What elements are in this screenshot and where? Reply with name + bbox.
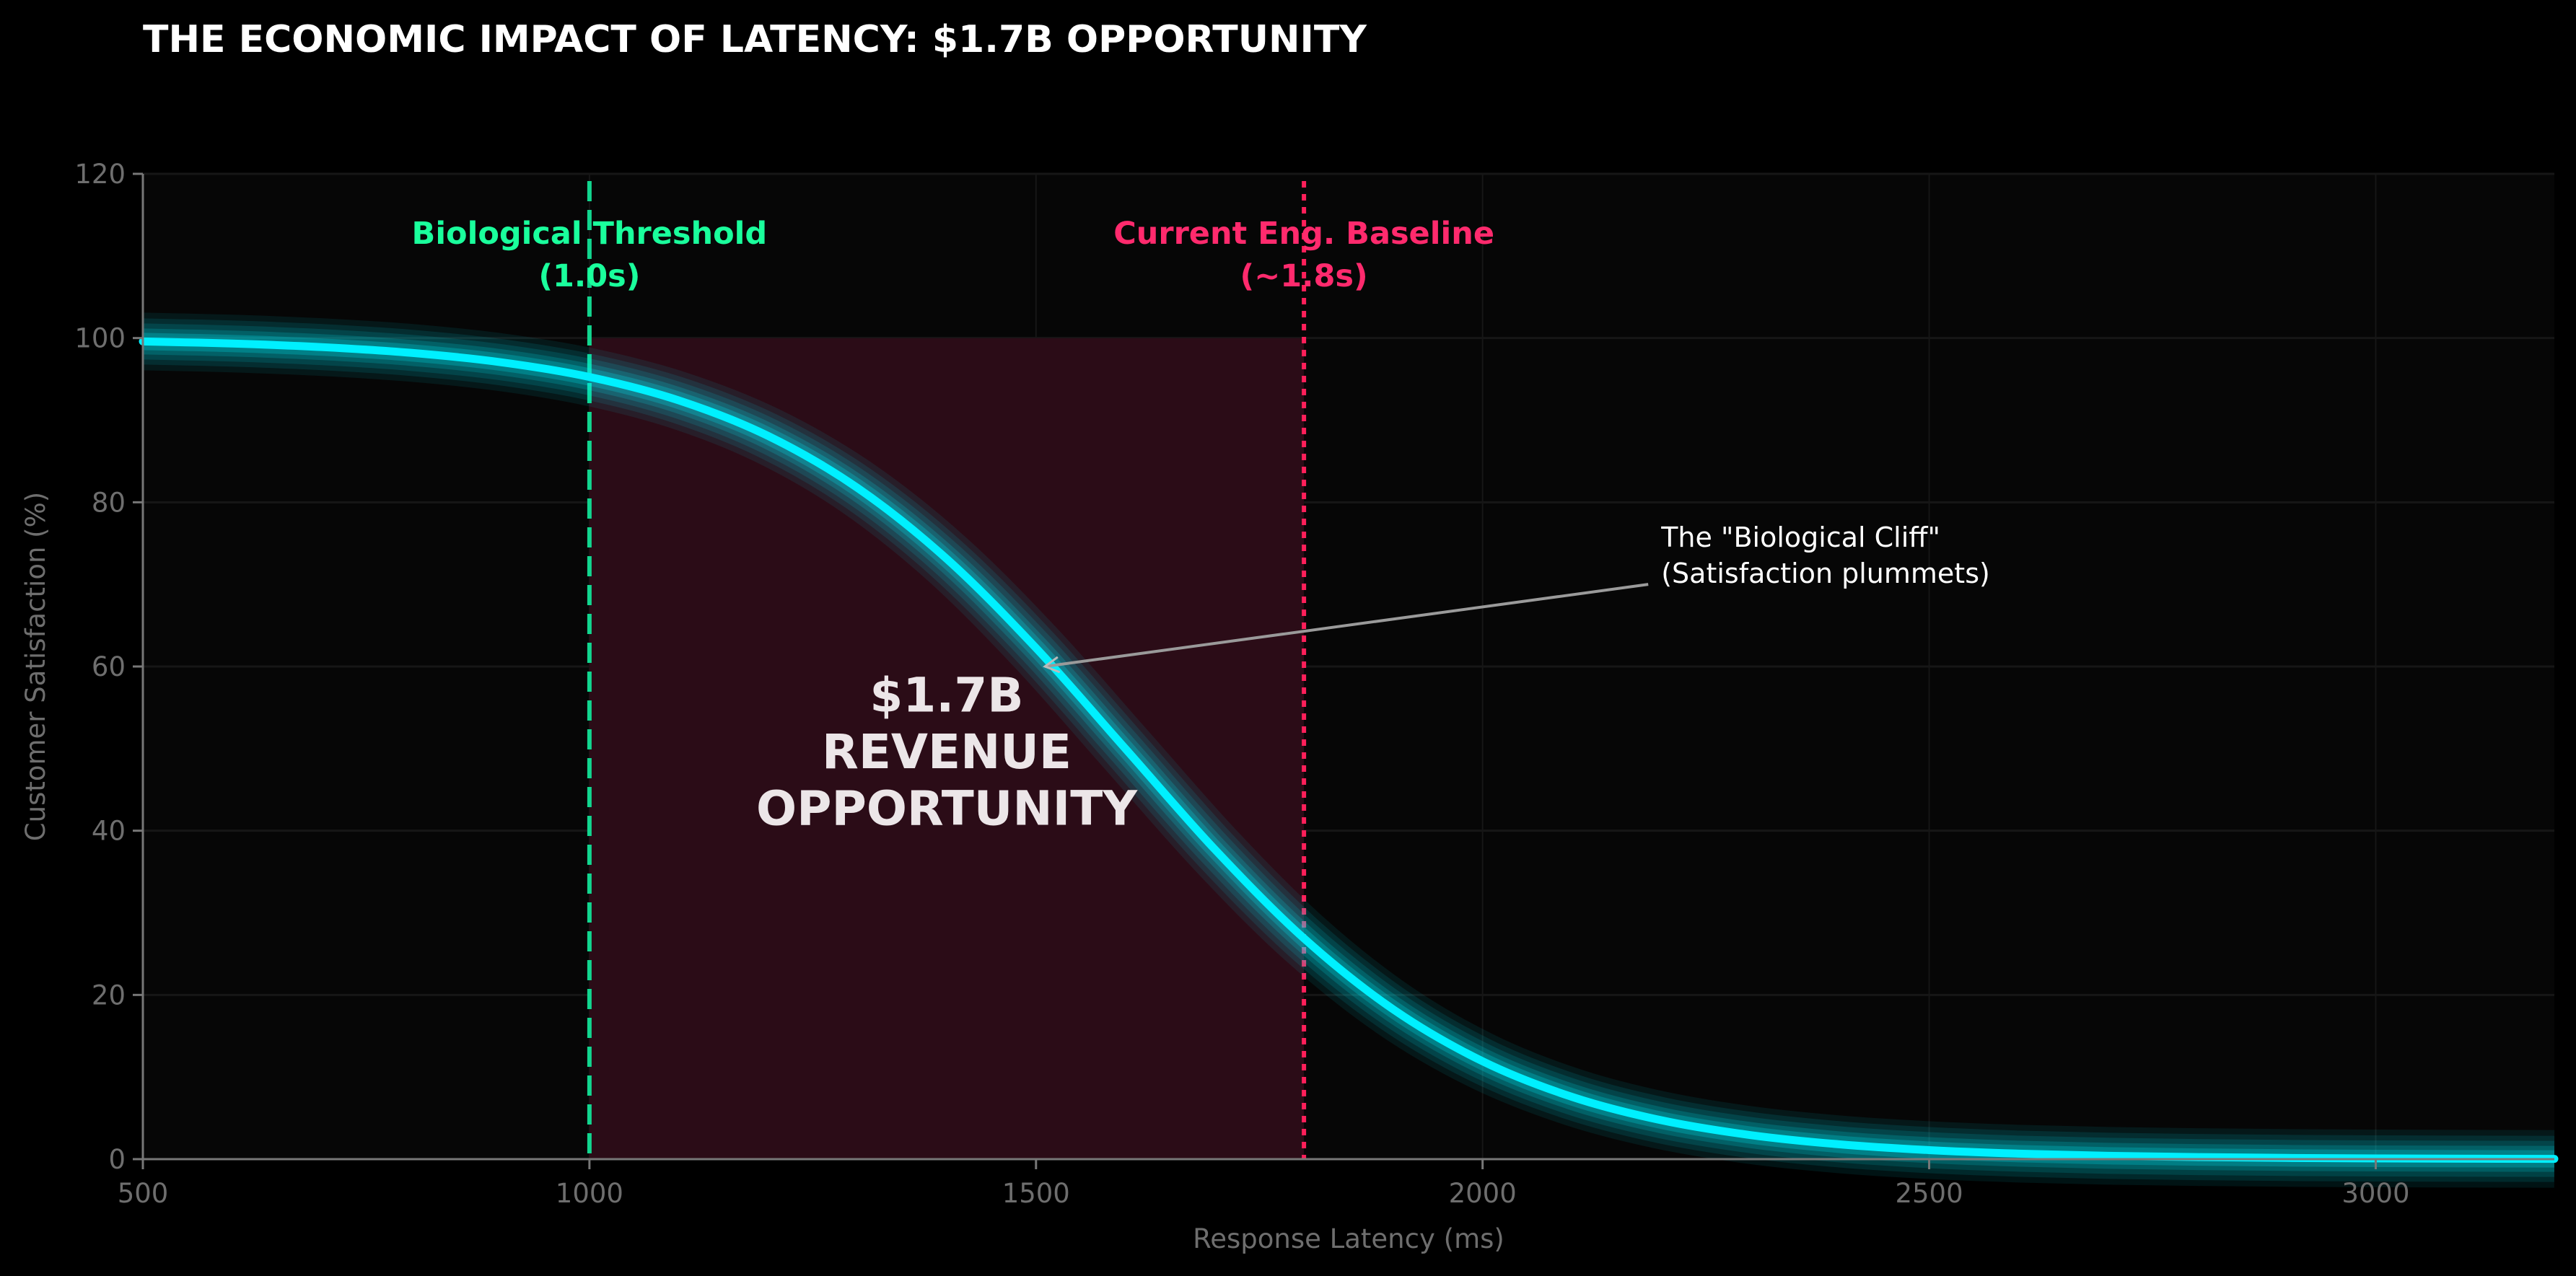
y-tick-label: 80 bbox=[92, 487, 126, 518]
x-tick-label: 3000 bbox=[2341, 1178, 2409, 1209]
y-tick-label: 60 bbox=[92, 651, 126, 682]
region-label: OPPORTUNITY bbox=[756, 781, 1138, 837]
y-tick-label: 40 bbox=[92, 816, 126, 847]
x-tick-label: 2500 bbox=[1895, 1178, 1963, 1209]
x-axis-label: Response Latency (ms) bbox=[1193, 1223, 1504, 1254]
y-tick-label: 0 bbox=[108, 1144, 126, 1175]
cliff-annotation-text: The "Biological Cliff" bbox=[1660, 522, 1940, 553]
cliff-annotation-text: (Satisfaction plummets) bbox=[1661, 558, 1990, 589]
curve-line bbox=[139, 337, 2559, 1163]
x-tick-label: 1500 bbox=[1002, 1178, 1070, 1209]
y-tick-label: 100 bbox=[74, 323, 126, 354]
satisfaction-curve bbox=[139, 312, 2559, 1188]
annotations: Biological Threshold (1.0s) Current Eng. B… bbox=[412, 216, 1990, 837]
annotation-arrowhead bbox=[1043, 656, 1061, 674]
shaded-region bbox=[589, 338, 1305, 1160]
y-tick-label: 120 bbox=[74, 159, 126, 190]
y-tick-label: 20 bbox=[92, 980, 126, 1011]
vline-label: Biological Threshold bbox=[412, 216, 768, 252]
x-tick-label: 500 bbox=[118, 1178, 169, 1209]
y-axis-label: Customer Satisfaction (%) bbox=[20, 492, 51, 841]
x-tick-label: 2000 bbox=[1449, 1178, 1517, 1209]
chart-title: THE ECONOMIC IMPACT OF LATENCY: $1.7B OP… bbox=[143, 18, 1367, 61]
vline-label: (~1.8s) bbox=[1240, 258, 1368, 294]
axes: 500 1000 1500 2000 2500 3000 0 20 40 60 80 100 120 bbox=[74, 159, 2554, 1209]
annotation-arrow bbox=[1044, 583, 1649, 668]
region-label: $1.7B bbox=[869, 668, 1023, 723]
vline-label: Current Eng. Baseline bbox=[1113, 216, 1494, 252]
vertical-reference-lines bbox=[587, 181, 1307, 1159]
revenue-opportunity-region bbox=[589, 338, 1305, 1160]
x-tick-label: 1000 bbox=[556, 1178, 623, 1209]
region-label: REVENUE bbox=[822, 724, 1072, 780]
vline-label: (1.0s) bbox=[538, 258, 640, 294]
